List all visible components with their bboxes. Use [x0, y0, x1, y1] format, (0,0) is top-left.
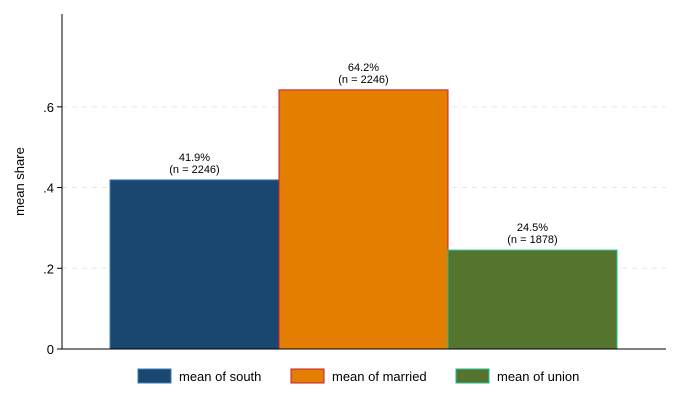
legend: mean of south mean of married mean of unio… [137, 368, 579, 384]
y-tick-label: 0 [47, 342, 54, 357]
bar-3 [447, 249, 618, 350]
y-tick-label: .4 [43, 181, 54, 196]
y-ticks: 0 .2 .4 .6 [43, 100, 62, 357]
legend-label: mean of south [179, 369, 261, 384]
legend-swatch [290, 368, 325, 384]
data-label-percent: 64.2% [348, 62, 379, 74]
legend-label: mean of married [332, 369, 427, 384]
y-axis-label: mean share [12, 147, 27, 216]
data-label-n: (n = 2246) [338, 74, 388, 86]
data-label-percent: 41.9% [179, 152, 210, 164]
legend-label: mean of union [497, 369, 579, 384]
axes [61, 14, 666, 350]
y-tick-label: .6 [43, 100, 54, 115]
legend-swatch [455, 368, 490, 384]
data-label-n: (n = 2246) [169, 164, 219, 176]
y-tick-label: .2 [43, 261, 54, 276]
bars [109, 89, 618, 350]
legend-swatch [137, 368, 172, 384]
data-label-percent: 24.5% [517, 222, 548, 234]
bar-1 [109, 179, 280, 350]
bar-2 [278, 89, 449, 350]
data-labels: 41.9%(n = 2246)64.2%(n = 2246)24.5%(n = … [169, 62, 557, 246]
data-label-n: (n = 1878) [507, 234, 557, 246]
